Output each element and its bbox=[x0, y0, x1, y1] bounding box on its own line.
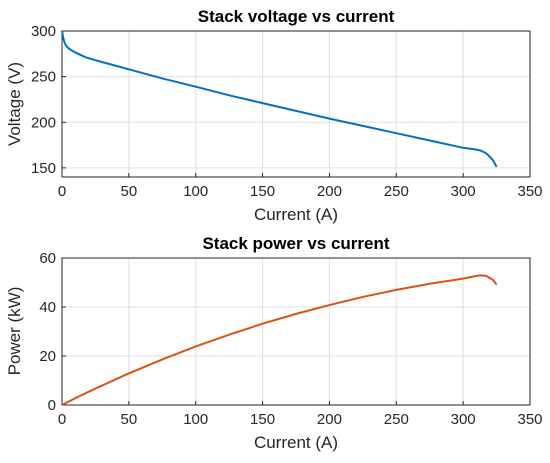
voltage-series-line bbox=[61, 30, 498, 168]
voltage-x-tick-label: 250 bbox=[384, 183, 409, 200]
power-x-axis-label: Current (A) bbox=[254, 433, 338, 452]
voltage-chart: 0 50 100 150 200 250 300 350 150 200 250 300 Stack… bbox=[5, 7, 543, 224]
voltage-grid bbox=[61, 30, 531, 177]
power-axes-frame bbox=[61, 257, 531, 406]
power-y-tick-label: 0 bbox=[48, 397, 56, 414]
voltage-x-ticks: 0 50 100 150 200 250 300 350 bbox=[58, 173, 543, 200]
power-x-tick-label: 300 bbox=[451, 411, 476, 428]
power-x-tick-label: 50 bbox=[121, 411, 138, 428]
voltage-axes-frame bbox=[61, 30, 531, 178]
voltage-x-tick-label: 200 bbox=[317, 183, 342, 200]
power-series-line bbox=[61, 274, 498, 406]
power-y-tick-label: 40 bbox=[39, 299, 56, 316]
power-y-tick-label: 20 bbox=[39, 348, 56, 365]
voltage-x-tick-label: 50 bbox=[121, 183, 138, 200]
power-y-ticks: 0 20 40 60 bbox=[39, 250, 66, 414]
power-chart: 0 50 100 150 200 250 300 350 0 20 40 60 Stack powe… bbox=[5, 234, 543, 452]
voltage-chart-title: Stack voltage vs current bbox=[198, 7, 395, 26]
voltage-y-tick-label: 250 bbox=[31, 69, 56, 86]
voltage-y-ticks: 150 200 250 300 bbox=[31, 23, 66, 177]
voltage-x-tick-label: 100 bbox=[183, 183, 208, 200]
power-x-tick-label: 250 bbox=[384, 411, 409, 428]
power-x-tick-label: 150 bbox=[250, 411, 275, 428]
voltage-y-tick-label: 200 bbox=[31, 114, 56, 131]
power-y-tick-label: 60 bbox=[39, 250, 56, 267]
power-x-tick-label: 0 bbox=[58, 411, 66, 428]
power-x-tick-label: 100 bbox=[183, 411, 208, 428]
power-y-axis-label: Power (kW) bbox=[5, 287, 24, 376]
voltage-x-tick-label: 300 bbox=[451, 183, 476, 200]
power-x-ticks: 0 50 100 150 200 250 300 350 bbox=[58, 401, 543, 428]
power-x-tick-label: 350 bbox=[517, 411, 542, 428]
voltage-y-tick-label: 300 bbox=[31, 23, 56, 40]
voltage-x-axis-label: Current (A) bbox=[254, 205, 338, 224]
voltage-x-tick-label: 150 bbox=[250, 183, 275, 200]
voltage-x-tick-label: 0 bbox=[58, 183, 66, 200]
voltage-y-axis-label: Voltage (V) bbox=[5, 62, 24, 146]
voltage-y-tick-label: 150 bbox=[31, 160, 56, 177]
power-chart-title: Stack power vs current bbox=[202, 234, 389, 253]
voltage-x-tick-label: 350 bbox=[517, 183, 542, 200]
power-x-tick-label: 200 bbox=[317, 411, 342, 428]
